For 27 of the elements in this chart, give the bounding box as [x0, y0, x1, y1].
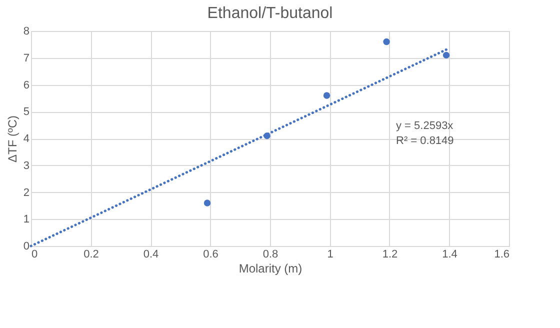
x-tick-label: 1.4 [442, 248, 458, 260]
y-tick-label: 2 [23, 186, 30, 199]
x-axis-title: Molarity (m) [238, 262, 302, 276]
y-tick-label: 0 [23, 240, 30, 252]
y-tick-label: 8 [23, 26, 30, 38]
point [442, 52, 450, 59]
y-tick-label: 5 [23, 106, 30, 118]
y-tick-label: 4 [23, 133, 30, 145]
annotation: y = 5.2593x [396, 120, 454, 132]
y-tick-label: 3 [23, 160, 30, 172]
x-tick-label: 0.6 [203, 248, 218, 260]
x-tick-label: 1 [327, 248, 334, 260]
annotation: R² = 0.8149 [396, 135, 454, 147]
y-tick-label: 7 [23, 52, 30, 64]
y-tick-label: 1 [23, 214, 30, 226]
x-tick-label: 1.2 [382, 248, 398, 260]
point [204, 200, 211, 206]
point [383, 38, 390, 46]
point [323, 92, 330, 99]
y-axis-title: ΔTF (ºC) [5, 115, 20, 163]
x-tick-label: 1.6 [494, 248, 510, 260]
x-tick-label: 0.8 [262, 248, 278, 260]
x-tick-label: 0.2 [84, 248, 99, 260]
x-tick-label: 0 [32, 248, 38, 260]
x-tick-label: 0.4 [143, 248, 159, 260]
y-tick-label: 6 [23, 79, 30, 92]
chart-title: Ethanol/T-butanol [207, 5, 333, 22]
